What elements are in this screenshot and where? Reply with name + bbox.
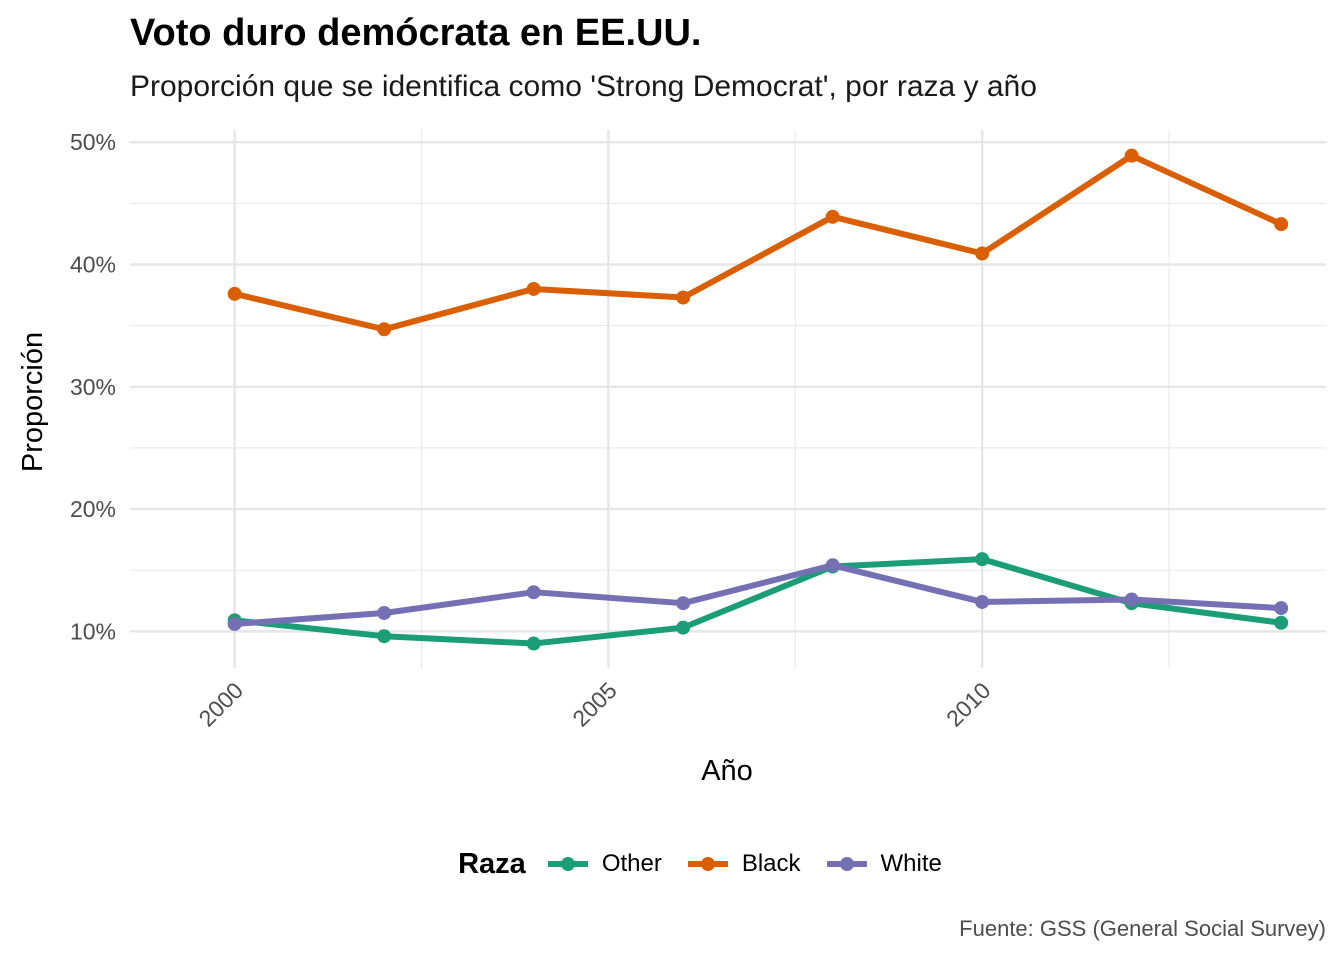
- series-black: [227, 148, 1289, 337]
- x-axis-ticks: 2000 2005 2010: [194, 677, 996, 732]
- legend-item-other: Other: [544, 850, 662, 878]
- data-point-black: [825, 209, 840, 224]
- legend-title: Raza: [458, 847, 526, 880]
- x-tick-label: 2000: [194, 677, 249, 732]
- legend-key-point: [560, 857, 575, 871]
- series-line-black: [233, 152, 1283, 333]
- y-tick-label: 30%: [70, 374, 116, 400]
- data-point-white: [227, 616, 242, 631]
- legend: Raza Other Black White: [0, 842, 1344, 886]
- data-point-other: [975, 552, 990, 567]
- data-point-black: [1274, 217, 1289, 232]
- data-point-white: [676, 596, 691, 611]
- data-point-black: [1124, 148, 1139, 163]
- data-point-black: [676, 290, 691, 305]
- series-line-white: [234, 562, 1282, 627]
- data-point-black: [377, 322, 392, 337]
- data-point-white: [975, 594, 990, 609]
- data-point-white: [825, 558, 840, 573]
- data-point-white: [1274, 601, 1289, 616]
- x-tick-label: 2010: [941, 677, 996, 732]
- legend-key-white: [826, 857, 867, 871]
- data-point-black: [975, 246, 990, 261]
- chart-subtitle: Proporción que se identifica como 'Stron…: [130, 70, 1037, 103]
- y-tick-label: 20%: [70, 496, 116, 522]
- legend-item-black: Black: [684, 850, 801, 878]
- legend-label: Black: [741, 850, 801, 877]
- data-point-other: [377, 629, 392, 644]
- data-point-black: [227, 286, 242, 301]
- series-line-other: [234, 556, 1282, 647]
- data-point-white: [526, 585, 541, 600]
- data-point-other: [1274, 615, 1289, 630]
- y-axis-title: Proporción: [17, 332, 49, 472]
- chart-title: Voto duro demócrata en EE.UU.: [130, 12, 702, 54]
- grid: [130, 130, 1326, 668]
- series-lines: [227, 148, 1289, 651]
- legend-items: Other Black White: [544, 850, 964, 878]
- data-point-other: [676, 620, 691, 635]
- data-point-black: [526, 281, 541, 296]
- legend-key-point: [839, 857, 854, 871]
- legend-label: White: [880, 850, 942, 877]
- legend-key-other: [547, 857, 588, 871]
- x-axis-title: Año: [701, 755, 753, 787]
- legend-label: Other: [601, 850, 662, 877]
- y-tick-label: 50%: [70, 129, 116, 155]
- x-tick-label: 2005: [567, 677, 622, 732]
- legend-item-white: White: [823, 850, 942, 878]
- data-point-other: [526, 636, 541, 651]
- data-point-white: [377, 605, 392, 620]
- legend-key-point: [700, 857, 715, 871]
- y-axis-ticks: 10% 20% 30% 40% 50%: [70, 129, 116, 644]
- y-tick-label: 10%: [70, 618, 116, 644]
- data-point-white: [1124, 592, 1139, 607]
- legend-key-black: [687, 857, 728, 871]
- series-white: [227, 558, 1289, 631]
- chart-caption: Fuente: GSS (General Social Survey): [959, 916, 1326, 941]
- y-tick-label: 40%: [70, 252, 116, 278]
